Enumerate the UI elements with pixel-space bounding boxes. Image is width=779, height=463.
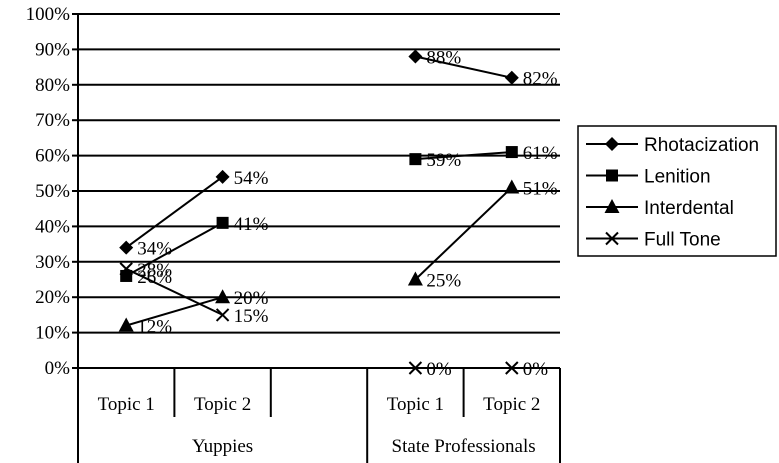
data-label: 34% — [137, 239, 172, 260]
series-line-segment — [125, 296, 223, 327]
legend-item: Interdental — [586, 198, 734, 219]
legend: Rhotacization Lenition Interdental Full Ton… — [577, 125, 777, 257]
y-tick-label: 100% — [26, 4, 71, 25]
data-label: 0% — [523, 359, 549, 380]
y-tick-label: 70% — [35, 110, 70, 131]
y-tick-label: 50% — [35, 181, 70, 202]
data-point-x — [505, 361, 519, 375]
data-label: 0% — [426, 359, 452, 380]
series-group: 34%54%88%82%26%41%59% 61%12%20%25%51%28%1… — [118, 47, 558, 380]
x-category-label: Topic 2 — [483, 394, 540, 415]
series-line-segment — [415, 55, 513, 79]
x-category-label: Topic 2 — [194, 394, 251, 415]
x-group-label: State Professionals — [392, 436, 536, 457]
series-line-segment — [125, 176, 224, 249]
y-tick-label: 30% — [35, 252, 70, 273]
data-label: 88% — [426, 47, 461, 68]
data-label: 61% — [523, 143, 558, 164]
legend-label: Rhotacization — [644, 135, 759, 156]
y-tick-label: 40% — [35, 216, 70, 237]
y-tick-label: 10% — [35, 323, 70, 344]
data-point-triangle — [407, 271, 423, 286]
data-point-x — [119, 262, 133, 276]
legend-label: Full Tone — [644, 230, 721, 251]
y-tick-label: 20% — [35, 287, 70, 308]
legend-label: Lenition — [644, 167, 711, 188]
data-point-triangle — [118, 317, 134, 332]
grid-lines — [78, 13, 560, 369]
data-point-square — [409, 153, 422, 166]
legend-marker — [604, 199, 620, 213]
data-point-diamond — [504, 70, 519, 85]
data-label: 51% — [523, 178, 558, 199]
data-point-x — [215, 308, 230, 322]
data-point-square — [216, 216, 229, 229]
legend-marker — [605, 137, 619, 151]
data-label: 20% — [234, 288, 269, 309]
series-line-segment — [125, 267, 224, 316]
data-label: 28% — [137, 260, 172, 281]
x-category-label: Topic 1 — [98, 394, 155, 415]
series-line-segment — [415, 151, 512, 161]
series-lenition: 26% 41% 59% 61% — [120, 143, 558, 288]
legend-label: Interdental — [644, 198, 734, 219]
legend-item: Full Tone — [586, 230, 721, 251]
legend-item: Lenition — [586, 167, 711, 188]
data-label: 41% — [234, 214, 269, 235]
legend-marker — [605, 231, 619, 246]
data-label: 15% — [234, 306, 269, 327]
legend-marker — [606, 169, 618, 182]
data-label: 12% — [137, 317, 172, 338]
data-label: 54% — [234, 168, 269, 189]
x-axis-categories: Topic 1 Topic 2 Topic 1 Topic 2 Yuppies State… — [98, 368, 561, 463]
data-point-diamond — [215, 169, 230, 184]
x-group-label: Yuppies — [192, 436, 253, 457]
series-interdental: 12% 20% 25% 51% — [118, 178, 558, 338]
y-axis-ticks: 0% 10% 20% 30% 40% 50% 60% 70% 80% 90% 100% — [26, 4, 78, 379]
data-label: 25% — [426, 271, 461, 292]
data-point-x — [408, 361, 423, 375]
y-tick-label: 60% — [35, 146, 70, 167]
y-tick-label: 90% — [35, 39, 70, 60]
data-label: 82% — [523, 69, 558, 90]
series-rhotacization: 34% 54% 88% 82% — [119, 47, 558, 260]
data-label: 26% — [137, 267, 172, 288]
data-point-triangle — [215, 289, 231, 304]
data-point-square — [505, 146, 518, 159]
legend-item: Rhotacization — [586, 135, 759, 156]
y-tick-label: 80% — [35, 75, 70, 96]
series-full-tone: 28% 15% 0% 0% — [119, 260, 549, 380]
series-line-segment — [125, 221, 224, 277]
data-point-diamond — [119, 240, 134, 255]
x-category-label: Topic 1 — [387, 394, 444, 415]
series-line-segment — [414, 186, 513, 281]
data-label: 59% — [426, 150, 461, 171]
data-point-triangle — [504, 179, 520, 194]
data-point-diamond — [408, 49, 423, 64]
y-tick-label: 0% — [45, 358, 71, 379]
